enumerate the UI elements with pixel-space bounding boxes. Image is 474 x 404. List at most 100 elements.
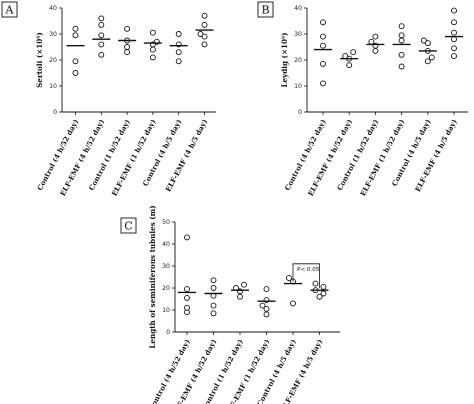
y-tick-label: 40 (294, 5, 302, 12)
data-point (98, 32, 105, 39)
y-tick-label: 20 (294, 57, 302, 64)
y-tick-label: 30 (49, 31, 57, 38)
y-tick-label: 40 (162, 241, 170, 248)
y-tick-label: 10 (162, 307, 170, 314)
significance-label: P< 0.05 (297, 267, 320, 273)
data-point (398, 51, 405, 58)
data-point (451, 29, 457, 36)
data-point (184, 294, 190, 301)
data-point (201, 41, 208, 48)
data-point (98, 51, 105, 58)
y-tick-label: 20 (162, 285, 170, 292)
data-point (372, 33, 379, 40)
data-point (241, 281, 247, 288)
data-point (263, 305, 270, 312)
data-point (124, 44, 131, 50)
data-point (184, 234, 190, 241)
data-point (290, 300, 296, 307)
data-point (197, 31, 204, 37)
panel-label: B (261, 4, 269, 17)
data-point (398, 23, 405, 30)
data-point (259, 302, 266, 309)
data-point (320, 33, 326, 40)
data-point (312, 280, 319, 287)
data-point (72, 70, 79, 76)
data-point (175, 58, 182, 65)
data-point (124, 25, 131, 32)
panel-label-box (120, 217, 137, 234)
panel-label-box (257, 1, 274, 18)
data-point (184, 304, 190, 311)
data-point (237, 293, 243, 300)
data-point (451, 45, 457, 52)
data-point (210, 302, 217, 309)
y-tick-label: 30 (162, 263, 170, 270)
data-point (451, 53, 457, 60)
data-point (149, 29, 156, 36)
data-point (72, 58, 79, 65)
data-point (316, 293, 323, 300)
data-point (320, 19, 326, 26)
data-point (72, 25, 79, 32)
data-point (424, 58, 431, 65)
data-point (428, 54, 435, 61)
data-point (420, 37, 427, 44)
y-axis-label: Length of seminiferous tubules (m) (148, 205, 157, 348)
data-point (124, 49, 131, 56)
data-point (320, 283, 327, 290)
data-point (346, 62, 353, 69)
data-point (286, 275, 292, 282)
data-point (149, 46, 156, 53)
data-point (263, 311, 270, 318)
data-point (201, 12, 208, 19)
data-point (175, 49, 182, 56)
panel-label: A (5, 4, 15, 17)
data-point (451, 36, 457, 43)
y-tick-label: 0 (166, 329, 170, 336)
data-point (210, 285, 217, 291)
data-point (398, 32, 405, 39)
y-tick-label: 0 (53, 109, 57, 116)
y-tick-label: 0 (298, 109, 302, 116)
data-point (149, 54, 156, 61)
data-point (98, 15, 105, 22)
y-tick-label: 40 (49, 5, 57, 12)
data-point (424, 40, 431, 47)
data-point (451, 7, 457, 14)
y-axis-label: Leydig (×10⁶) (280, 32, 289, 87)
data-point (184, 286, 190, 293)
data-point (451, 19, 457, 26)
data-point (201, 33, 208, 40)
significance-bracket (292, 263, 320, 289)
y-tick-label: 20 (49, 57, 57, 64)
data-point (263, 286, 270, 293)
data-point (398, 37, 405, 44)
data-point (98, 41, 105, 48)
data-point (372, 47, 379, 54)
panel-c: C 0 10 20 30 40 50 Length of seminiferous tubul… (120, 205, 340, 404)
panel-label: C (124, 220, 132, 233)
data-point (210, 277, 217, 284)
data-point (72, 32, 79, 39)
data-point (320, 60, 326, 67)
data-point (320, 290, 327, 297)
y-axis-label: Sertoli (×10⁶) (35, 32, 44, 88)
y-tick-label: 10 (294, 83, 302, 90)
data-point (342, 53, 349, 60)
data-point (398, 63, 405, 70)
y-tick-label: 10 (49, 83, 57, 90)
data-point (320, 42, 326, 49)
data-point (98, 21, 105, 28)
panel-label-box (1, 1, 18, 18)
y-tick-label: 50 (162, 219, 170, 226)
data-point (201, 21, 208, 28)
y-tick-label: 30 (294, 31, 302, 38)
data-point (350, 49, 357, 56)
data-point (320, 80, 326, 87)
data-point (368, 38, 375, 45)
data-point (210, 310, 217, 317)
data-point (175, 31, 182, 37)
